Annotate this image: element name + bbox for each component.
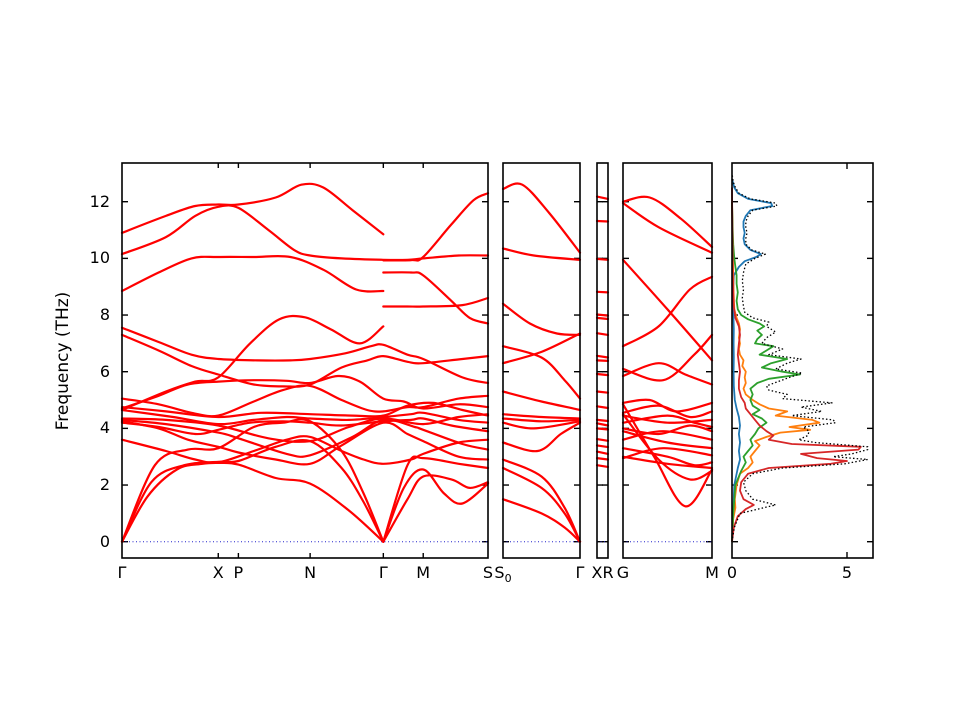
x-tick-label: M: [416, 563, 431, 582]
phonon-band: [501, 498, 582, 543]
phonon-band: [595, 354, 610, 359]
phonon-band: [621, 195, 714, 249]
y-tick-label: 12: [89, 191, 110, 211]
phonon-band: [501, 466, 582, 543]
phonon-band: [501, 182, 582, 254]
y-tick-label: 0: [99, 531, 110, 551]
x-tick-label: M: [705, 563, 719, 582]
x-tick-label: N: [304, 563, 317, 582]
dos-series-partial-red: [731, 187, 862, 542]
band-panel-x-r: [595, 162, 610, 559]
x-tick-label: X: [591, 563, 603, 582]
phonon-band: [621, 258, 714, 362]
phonon-band: [501, 420, 582, 430]
phonon-band: [621, 413, 714, 481]
phonon-band: [382, 455, 490, 543]
phonon-band: [621, 404, 714, 419]
phonon-band: [501, 413, 582, 420]
phonon-band: [501, 302, 582, 336]
phonon-band: [595, 359, 610, 362]
phonon-band: [501, 390, 582, 412]
phonon-band: [501, 247, 582, 261]
dos-series-total: [731, 173, 869, 542]
phonon-band: [621, 447, 714, 460]
phonon-band: [595, 316, 610, 321]
x-tick-label: Γ: [378, 563, 388, 582]
phonon-band: [120, 418, 385, 543]
phonon-band: [595, 313, 610, 317]
x-tick-label: X: [212, 563, 224, 582]
phonon-band: [621, 414, 714, 424]
phonon-band: [120, 418, 490, 458]
phonon-band: [595, 390, 610, 394]
phonon-band: [120, 314, 385, 412]
phonon-band: [120, 435, 490, 465]
phonon-band: [595, 219, 610, 223]
x-tick-label: Γ: [117, 563, 127, 582]
y-tick-label: 2: [99, 475, 110, 495]
phonon-band: [595, 332, 610, 336]
phonon-band: [595, 438, 610, 442]
dos-series-partial-green: [731, 201, 801, 542]
dos-panel: [731, 162, 874, 559]
phonon-band: [501, 417, 582, 423]
x-tick-label: G: [616, 563, 630, 582]
band-panel-main: [120, 162, 490, 559]
phonon-band: [120, 420, 490, 466]
y-tick-label: 4: [99, 418, 110, 438]
phonon-band: [120, 326, 490, 385]
phonon-band: [120, 204, 490, 262]
phonon-band: [621, 202, 714, 254]
phonon-band: [120, 408, 490, 426]
phonon-band: [595, 372, 610, 377]
y-tick-label: 10: [89, 248, 110, 268]
phonon-band: [595, 257, 610, 261]
phonon-band: [382, 468, 490, 543]
band-panel-g-m: [621, 162, 714, 559]
x-tick-label: Γ: [575, 563, 585, 582]
phonon-band: [501, 345, 582, 400]
phonon-band: [621, 430, 714, 450]
x-tick-label: S: [482, 563, 494, 582]
phonon-band: [595, 457, 610, 461]
y-tick-label: 6: [99, 361, 110, 381]
phonon-band: [120, 333, 490, 388]
phonon-band: [595, 422, 610, 427]
dos-series-partial-orange: [731, 201, 821, 542]
x-tick-label: 5: [841, 563, 853, 582]
phonon-band: [382, 474, 490, 543]
y-tick-label: 8: [99, 305, 110, 325]
phonon-band: [595, 405, 610, 410]
phonon-band: [501, 421, 582, 453]
phonon-band: [621, 333, 714, 382]
phonon-band: [382, 271, 490, 325]
phonon-band: [621, 403, 714, 508]
phonon-band: [595, 464, 610, 468]
band-panel-s0-gamma: [501, 162, 582, 559]
phonon-band: [501, 458, 582, 543]
x-tick-label: R: [602, 563, 614, 582]
phonon-band: [595, 195, 610, 200]
x-tick-label: S0: [494, 563, 512, 586]
phonon-band: [382, 192, 490, 262]
phonon-band: [621, 430, 714, 441]
phonon-band: [621, 414, 714, 429]
phonon-band: [595, 450, 610, 455]
phonon-band: [120, 417, 490, 436]
phonon-band: [120, 182, 385, 236]
phonon-band: [120, 254, 385, 293]
phonon-band: [595, 418, 610, 423]
phonon-band: [595, 444, 610, 449]
phonon-band: [621, 455, 714, 470]
phonon-band: [595, 290, 610, 294]
phonon-band: [595, 427, 610, 431]
phonon-band: [621, 362, 714, 386]
phonon-band: [501, 332, 582, 365]
phonon-band: [382, 296, 490, 308]
x-tick-label: P: [233, 563, 244, 582]
phonon-band: [120, 413, 490, 443]
x-tick-label: 0: [726, 563, 738, 582]
phonon-band: [621, 275, 714, 348]
